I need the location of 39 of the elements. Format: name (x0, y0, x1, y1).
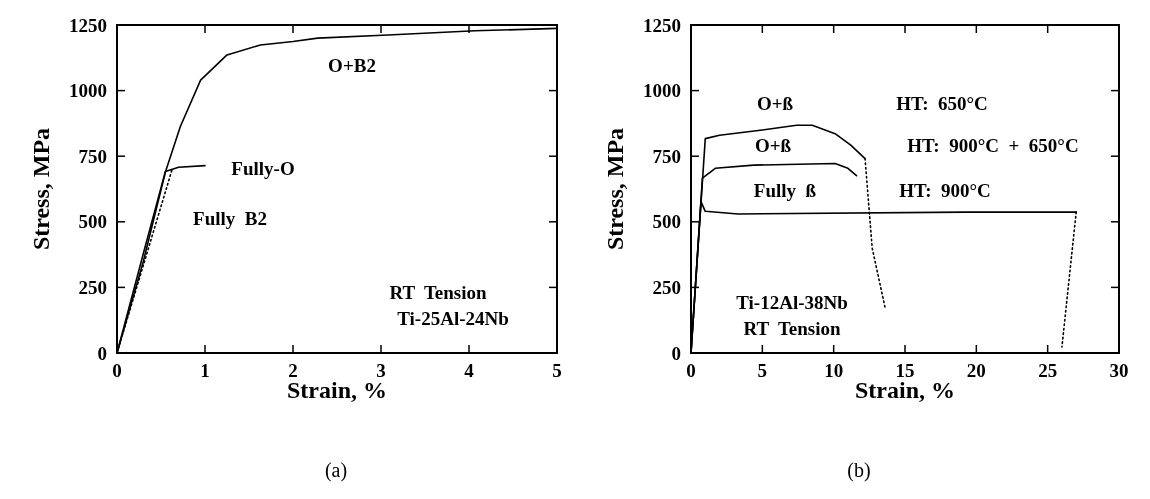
annotation: HT: 650°C (896, 92, 988, 114)
series-label: Fully-O (231, 157, 295, 179)
y-tick-label: 500 (78, 211, 107, 233)
x-tick-label: 5 (552, 360, 562, 381)
annotation: RT Tension (389, 281, 488, 303)
annotation: Ti-12Al-38Nb (736, 291, 848, 313)
text: (b) (847, 459, 871, 482)
y-axis-title: Stress, MPa (28, 127, 54, 251)
legend-label: O+B2 (328, 54, 376, 76)
x-tick-label: 5 (757, 360, 768, 381)
series-label: Fully ß (753, 179, 817, 201)
x-tick-label: 30 (1109, 360, 1129, 381)
x-tick-label: 25 (1038, 360, 1058, 381)
y-tick-label: 250 (652, 277, 681, 299)
y-tick-label: 500 (652, 211, 681, 233)
x-tick-label: 1 (200, 360, 210, 381)
y-tick-label: 1250 (643, 14, 681, 36)
y-tick-label: 1000 (69, 80, 107, 102)
text: (a) (324, 459, 348, 482)
annotation: RT Tension (743, 317, 842, 339)
y-tick-label: 750 (652, 145, 681, 167)
series-label: O+ß (756, 92, 794, 114)
y-tick-label: 250 (78, 277, 107, 299)
y-tick-label: 750 (78, 145, 107, 167)
x-tick-label: 0 (686, 360, 696, 381)
y-tick-label: 1250 (69, 14, 107, 36)
annotation: HT: 900°C + 650°C (907, 134, 1079, 156)
y-tick-label: 0 (97, 342, 107, 364)
series-label: O+ß (754, 134, 792, 156)
x-tick-label: 0 (112, 360, 122, 381)
y-tick-label: 1000 (643, 80, 681, 102)
series-label: Fully B2 (193, 207, 267, 229)
annotation: Ti-25Al-24Nb (397, 307, 509, 329)
annotation: HT: 900°C (899, 179, 991, 201)
y-tick-label: 0 (671, 342, 681, 364)
x-tick-label: 10 (824, 360, 844, 381)
x-tick-label: 20 (966, 360, 986, 381)
y-axis-title: Stress, MPa (602, 127, 628, 251)
x-tick-label: 4 (464, 360, 475, 381)
